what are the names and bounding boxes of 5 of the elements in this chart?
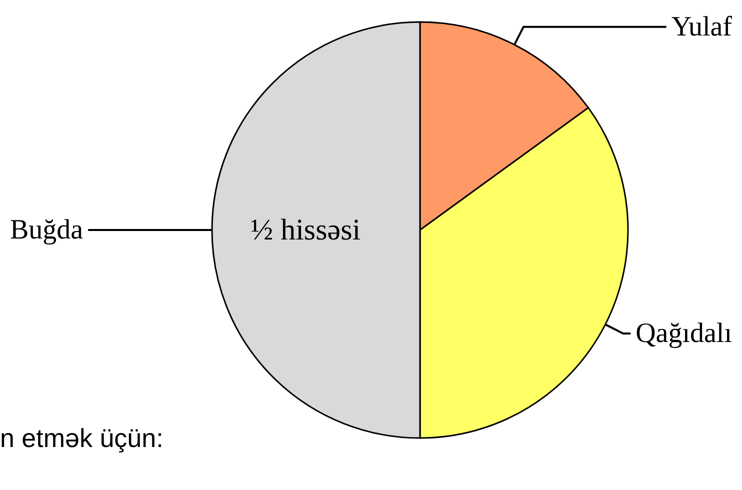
text: n etmək üçün: [0,423,164,453]
data-label: ½ hissəsi [250,214,361,246]
slice-label: Buğda [10,214,84,246]
slice-label: Yulaf [671,11,733,42]
slice-label: Qağıdalı [636,318,732,350]
